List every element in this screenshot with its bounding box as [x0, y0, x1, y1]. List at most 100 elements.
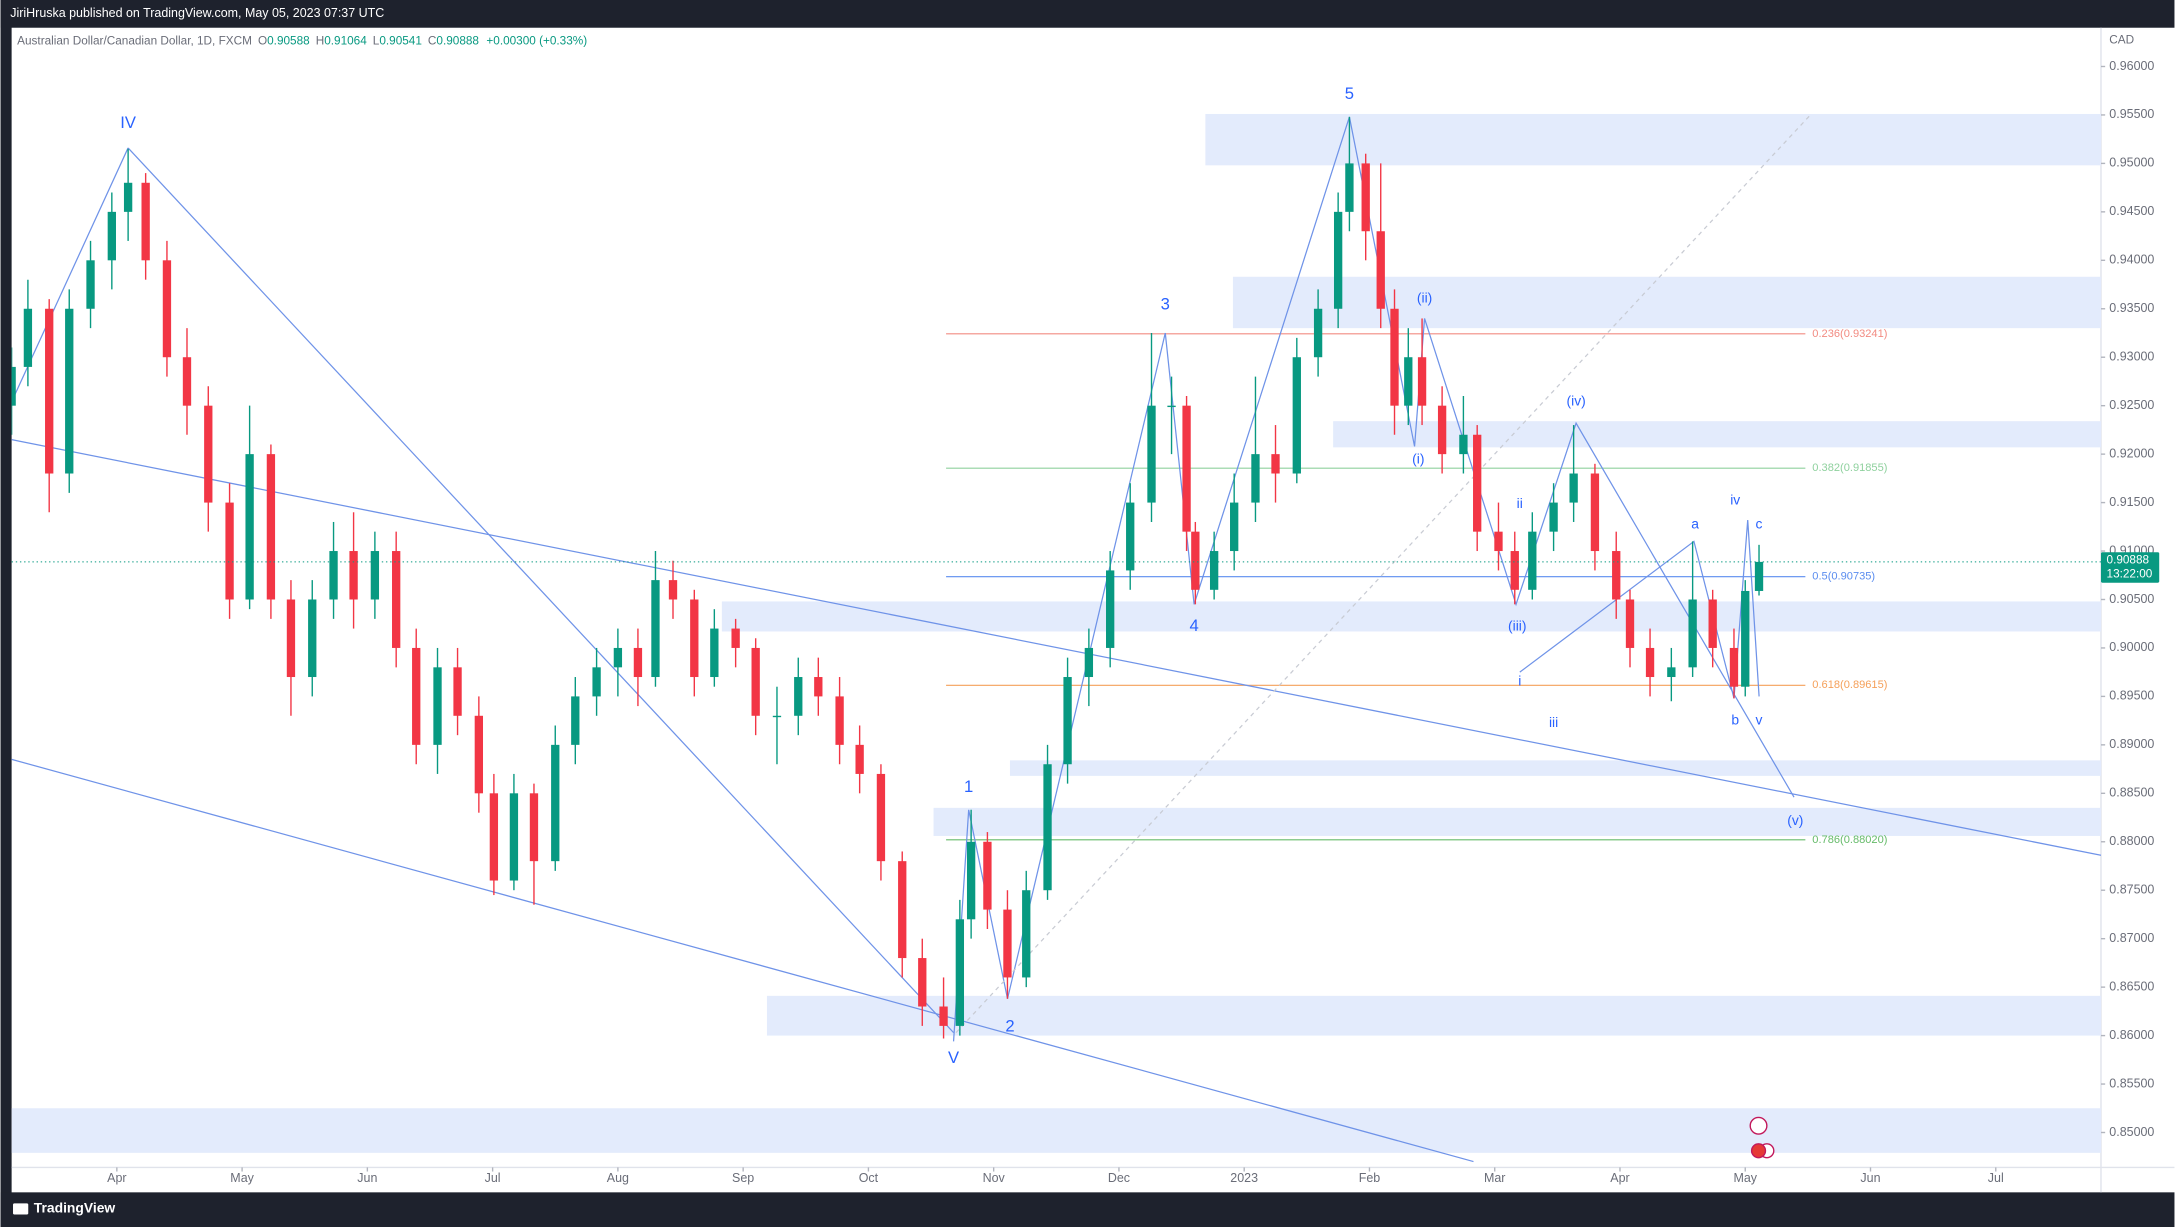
left-border: [0, 0, 12, 1227]
wave-label: i: [1518, 673, 1521, 689]
candle-body: [1612, 551, 1621, 600]
y-tick-label: 0.85000: [2109, 1125, 2154, 1139]
candle-body: [1230, 502, 1239, 552]
candle-body: [1313, 308, 1323, 358]
published-note: JiriHruska published on TradingView.com,…: [10, 6, 384, 20]
y-tick-label: 0.91500: [2109, 495, 2154, 509]
candle-body: [855, 744, 864, 774]
wave-label: (i): [1412, 451, 1424, 467]
candle-body: [529, 793, 539, 862]
candle-body: [1292, 357, 1301, 474]
brand-name: TradingView: [34, 1200, 116, 1216]
candle-body: [1473, 434, 1482, 532]
candle-body: [86, 260, 95, 309]
wave-label: (ii): [1417, 290, 1432, 306]
candle-body: [751, 647, 760, 716]
ohlc-value: 0.90888: [436, 35, 479, 48]
candle-body: [266, 454, 276, 600]
trend-line: [11, 439, 2101, 856]
candle-body: [1333, 211, 1343, 309]
candle-body: [898, 861, 907, 959]
candle-body: [1126, 502, 1135, 571]
candle-body: [1625, 599, 1635, 648]
alert-icons: [1749, 1116, 1775, 1159]
wave-label: 3: [1161, 294, 1170, 313]
candle-body: [1688, 599, 1697, 668]
candle-body: [966, 841, 976, 920]
candle-body: [731, 628, 740, 648]
x-tick-label: Apr: [107, 1171, 126, 1185]
y-tick-label: 0.86500: [2109, 979, 2154, 993]
candle-body: [1209, 551, 1219, 590]
candle-body: [1549, 502, 1558, 532]
x-tick-label: Jun: [1860, 1171, 1880, 1185]
candle-body: [1167, 405, 1176, 408]
wave-label: (v): [1787, 812, 1803, 828]
y-tick-label: 0.90500: [2109, 592, 2154, 606]
candle-body: [1022, 890, 1031, 978]
y-tick-label: 0.86000: [2109, 1028, 2154, 1042]
x-tick-label: May: [1733, 1171, 1757, 1185]
candle-body: [1043, 764, 1052, 891]
dashed-trend-line: [955, 114, 1811, 1034]
wave-label: iv: [1730, 491, 1740, 507]
candle-body: [1251, 454, 1260, 503]
y-tick-label: 0.89000: [2109, 737, 2154, 751]
candle-body: [509, 793, 519, 881]
axes: 0.85000 0.85500 0.86000 0.86500 0.87000 0.875…: [107, 59, 2160, 1185]
candle-body: [772, 715, 782, 718]
candle-body: [1494, 531, 1503, 552]
candle-body: [349, 551, 358, 600]
candle-body: [633, 647, 643, 678]
candle-body: [835, 696, 844, 745]
price-tag-value: 0.90888: [2107, 554, 2150, 567]
zone: [1232, 276, 2101, 329]
candle-body: [1645, 647, 1655, 678]
candle-body: [1417, 357, 1427, 406]
alert-icon: [1750, 1143, 1767, 1159]
wave-label: V: [948, 1048, 960, 1067]
x-tick-label: Mar: [1484, 1171, 1505, 1185]
bottom-bar: [0, 1192, 2175, 1227]
candle-body: [613, 647, 623, 668]
candle-body: [433, 667, 442, 745]
y-tick-label: 0.89500: [2109, 689, 2154, 703]
candle-body: [162, 260, 172, 358]
trend-line: [127, 147, 955, 1034]
candle-body: [123, 182, 133, 212]
zone: [1333, 421, 2101, 448]
x-tick-label: Jun: [357, 1171, 377, 1185]
candle-body: [23, 308, 33, 367]
candle-body: [983, 841, 992, 910]
candle-body: [286, 599, 296, 678]
y-tick-label: 0.93500: [2109, 301, 2154, 315]
legend: Australian Dollar/Canadian Dollar, 1D, F…: [17, 35, 587, 48]
candle-body: [1063, 677, 1072, 765]
x-tick-label: Oct: [859, 1171, 879, 1185]
candle-body: [370, 551, 380, 600]
y-tick-label: 0.90000: [2109, 640, 2154, 654]
candle-body: [1590, 473, 1600, 552]
change: +0.00300 (+0.33%): [486, 35, 587, 48]
fib-label: 0.786(0.88020): [1812, 834, 1887, 846]
price-tag: [2100, 552, 2160, 583]
wave-label: (iii): [1508, 617, 1526, 633]
candle-body: [1741, 590, 1750, 687]
x-tick-label: May: [230, 1171, 254, 1185]
ohlc-value: 0.91064: [324, 35, 367, 48]
x-tick-label: Apr: [1610, 1171, 1629, 1185]
plot: 0.236(0.93241) 0.382(0.91855) 0.5(0.90735)…: [11, 84, 2101, 1163]
candle-body: [182, 357, 192, 406]
wave-label: iii: [1549, 714, 1558, 730]
candle-body: [1754, 561, 1764, 591]
zone: [721, 601, 2101, 632]
candle-body: [1147, 405, 1156, 503]
candle-body: [794, 677, 803, 716]
symbol: Australian Dollar/Canadian Dollar, 1D, F…: [17, 35, 252, 48]
candle-body: [1271, 454, 1280, 474]
candle-body: [65, 308, 74, 474]
candle-body: [876, 773, 886, 862]
ohlc-letter: H: [316, 35, 325, 48]
candle-body: [1569, 473, 1578, 503]
